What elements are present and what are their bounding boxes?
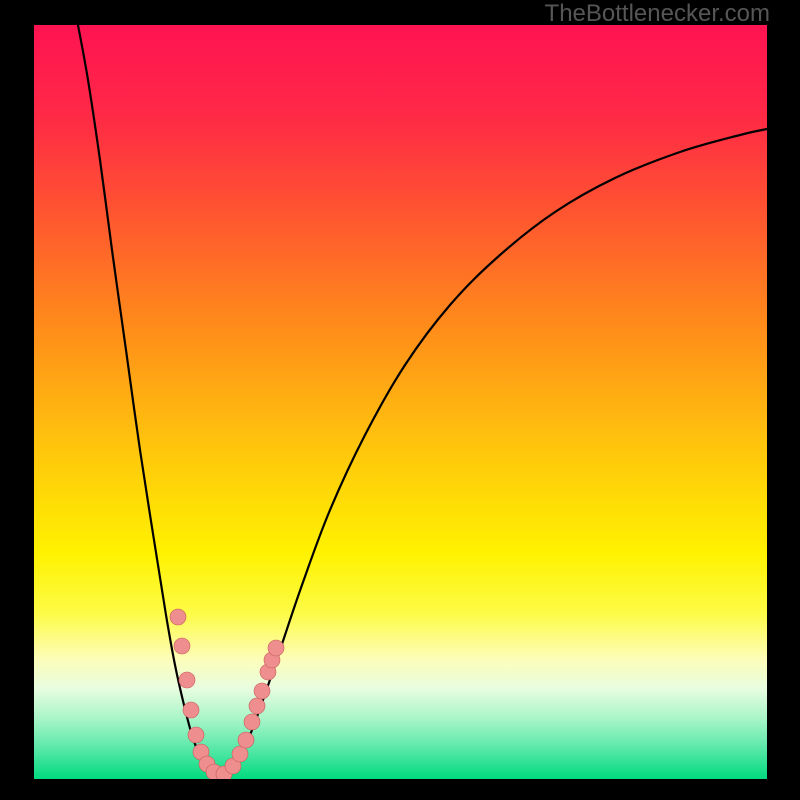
data-marker — [268, 640, 284, 656]
data-marker — [232, 746, 248, 762]
data-marker — [244, 714, 260, 730]
data-marker — [254, 683, 270, 699]
chart-container: TheBottlenecker.com — [0, 0, 800, 800]
plot-area — [34, 25, 767, 779]
data-marker — [174, 638, 190, 654]
data-marker — [179, 672, 195, 688]
watermark-text: TheBottlenecker.com — [545, 0, 770, 28]
data-marker — [249, 698, 265, 714]
curve-left-branch — [78, 25, 220, 776]
data-marker — [188, 727, 204, 743]
data-marker — [170, 609, 186, 625]
data-marker — [238, 732, 254, 748]
data-marker — [183, 702, 199, 718]
curve-layer — [34, 25, 767, 779]
curve-right-branch — [220, 129, 767, 776]
